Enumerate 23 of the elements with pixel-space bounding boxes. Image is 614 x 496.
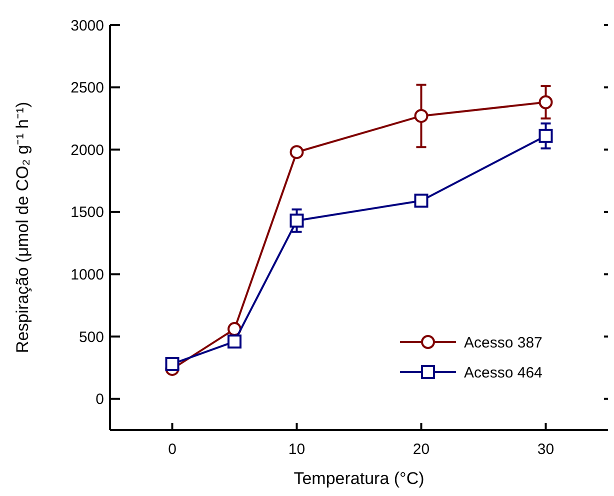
y-tick-label: 1500 bbox=[70, 204, 104, 222]
x-axis-title: Temperatura (°C) bbox=[294, 469, 424, 488]
point bbox=[538, 128, 553, 143]
x-tick-label: 30 bbox=[537, 441, 554, 458]
point bbox=[165, 356, 180, 371]
x-tick-label: 20 bbox=[412, 441, 430, 458]
y-tick-label: 500 bbox=[78, 328, 104, 346]
point bbox=[290, 145, 304, 160]
y-axis-title: Respiração (μmol de CO₂ g⁻¹ h⁻¹) bbox=[13, 102, 32, 354]
point bbox=[414, 108, 428, 123]
point bbox=[538, 95, 553, 110]
y-tick-label: 2000 bbox=[70, 142, 104, 159]
y-tick-label: 1000 bbox=[70, 266, 104, 284]
legend-label: Acesso 464 bbox=[464, 364, 542, 382]
legend-label: Acesso 387 bbox=[464, 334, 542, 352]
point bbox=[414, 194, 428, 208]
x-tick-label: 0 bbox=[168, 441, 176, 458]
x-tick-label: 10 bbox=[288, 441, 306, 458]
y-tick-label: 0 bbox=[96, 391, 104, 408]
point bbox=[290, 214, 304, 228]
point bbox=[228, 334, 242, 349]
y-tick-label: 2500 bbox=[70, 80, 104, 97]
y-tick-label: 3000 bbox=[70, 17, 104, 34]
